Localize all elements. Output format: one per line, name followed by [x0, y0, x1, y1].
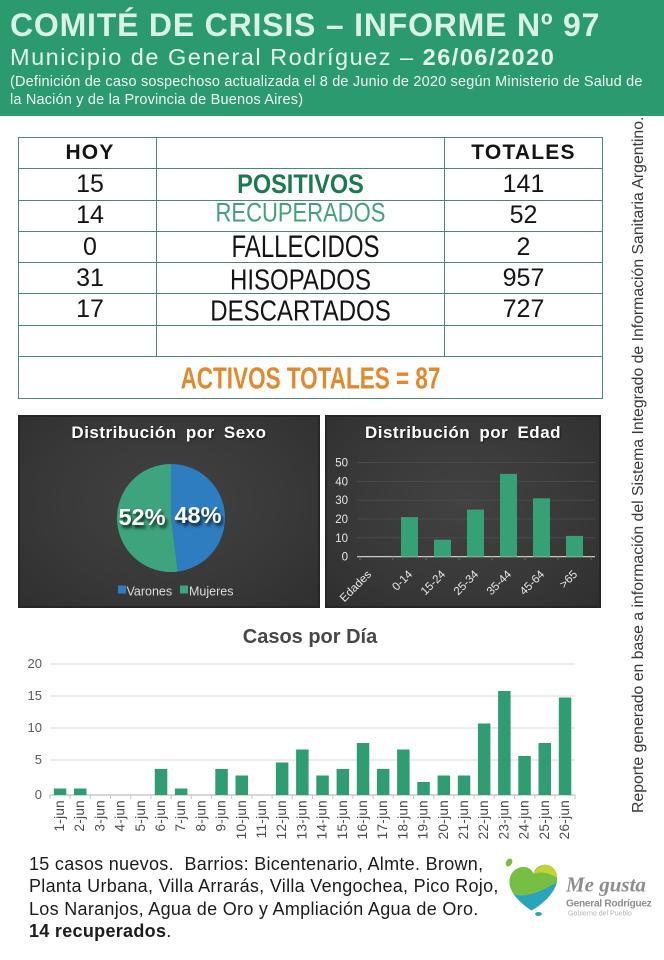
svg-text:4-jun: 4-jun [113, 800, 128, 832]
svg-text:12-jun: 12-jun [274, 800, 289, 839]
svg-text:0: 0 [342, 552, 348, 564]
svg-text:9-jun: 9-jun [214, 800, 229, 832]
svg-text:0: 0 [35, 787, 42, 802]
svg-text:30: 30 [335, 495, 348, 507]
svg-text:General Rodríguez: General Rodríguez [566, 899, 652, 910]
svg-text:15: 15 [28, 688, 42, 703]
svg-text:8-jun: 8-jun [193, 800, 208, 832]
svg-text:15-24: 15-24 [419, 568, 449, 598]
svg-text:21-jun: 21-jun [456, 800, 471, 839]
svg-text:2-jun: 2-jun [72, 800, 87, 832]
svg-text:52%: 52% [118, 504, 165, 530]
svg-text:3-jun: 3-jun [92, 800, 107, 832]
svg-text:35-44: 35-44 [485, 568, 515, 598]
svg-text:16-jun: 16-jun [355, 800, 370, 839]
svg-text:22-jun: 22-jun [476, 800, 491, 839]
svg-text:50: 50 [335, 458, 348, 470]
svg-text:Me gusta: Me gusta [565, 873, 646, 897]
svg-text:Mujeres: Mujeres [189, 585, 233, 599]
svg-text:>65: >65 [558, 569, 580, 591]
svg-text:45-64: 45-64 [518, 568, 548, 598]
svg-text:5-jun: 5-jun [133, 800, 148, 832]
svg-text:10-jun: 10-jun [234, 800, 249, 839]
svg-text:24-jun: 24-jun [517, 800, 532, 839]
svg-text:20: 20 [335, 514, 348, 526]
svg-text:19-jun: 19-jun [416, 800, 431, 839]
svg-text:40: 40 [335, 476, 348, 488]
svg-text:11-jun: 11-jun [254, 800, 269, 838]
svg-text:17-jun: 17-jun [375, 800, 390, 839]
svg-text:10: 10 [28, 720, 42, 735]
svg-text:6-jun: 6-jun [153, 800, 168, 832]
svg-text:48%: 48% [174, 502, 221, 528]
svg-text:23-jun: 23-jun [496, 800, 511, 839]
svg-text:20-jun: 20-jun [436, 800, 451, 839]
svg-text:1-jun: 1-jun [52, 800, 67, 832]
svg-text:Edades: Edades [338, 568, 374, 604]
svg-text:13-jun: 13-jun [294, 800, 309, 839]
svg-text:20: 20 [28, 656, 42, 671]
svg-text:0-14: 0-14 [390, 568, 415, 593]
svg-text:7-jun: 7-jun [173, 800, 188, 832]
svg-text:26-jun: 26-jun [557, 800, 572, 839]
svg-text:25-jun: 25-jun [537, 800, 552, 839]
svg-text:Gobierno del Pueblo: Gobierno del Pueblo [568, 911, 632, 918]
svg-text:10: 10 [335, 533, 348, 545]
svg-text:25-34: 25-34 [452, 568, 482, 598]
svg-text:5: 5 [35, 752, 42, 767]
svg-text:18-jun: 18-jun [395, 800, 410, 839]
svg-text:14-jun: 14-jun [315, 800, 330, 839]
svg-text:15-jun: 15-jun [335, 800, 350, 839]
svg-text:Varones: Varones [127, 585, 173, 599]
